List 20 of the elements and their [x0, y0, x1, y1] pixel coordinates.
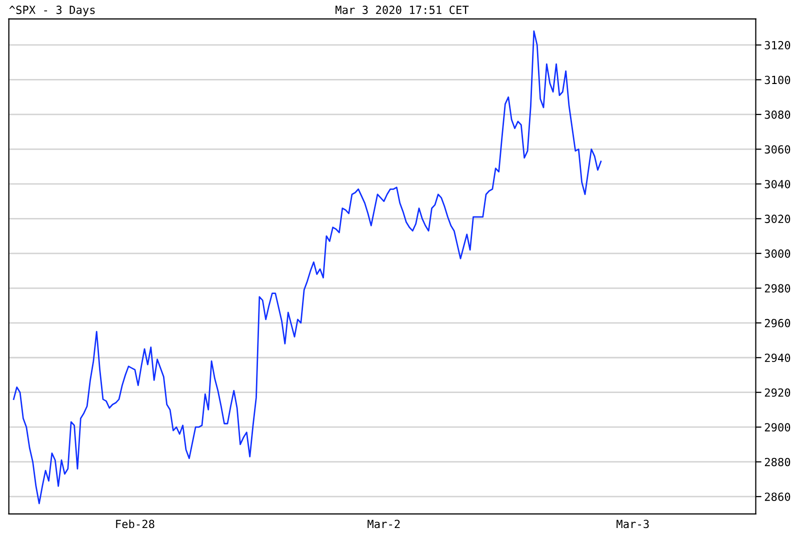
x-tick-label: Mar-3	[616, 520, 649, 528]
x-tick-label: Mar-2	[368, 520, 400, 528]
chart-subtitle: Mar 3 2020 17:51 CET	[336, 6, 469, 14]
y-tick-label: 2920	[764, 388, 790, 397]
y-tick-label: 3080	[764, 110, 790, 119]
y-tick-label: 2900	[764, 423, 790, 432]
x-tick-label: Feb-28	[116, 520, 154, 528]
chart-title: ^SPX - 3 Days	[9, 6, 95, 16]
y-tick-label: 2940	[764, 354, 790, 362]
y-tick-label: 3020	[764, 214, 790, 224]
line-series	[12, 30, 602, 504]
y-tick-label: 3060	[764, 145, 790, 154]
y-tick-label: 3100	[764, 76, 790, 84]
y-tick-label: 2960	[764, 318, 790, 328]
y-tick-label: 3000	[764, 249, 790, 258]
y-tick-label: 2980	[764, 284, 790, 293]
y-tick-label: 2880	[764, 458, 790, 466]
y-tick-label: 2860	[764, 492, 790, 501]
y-tick-label: 3040	[764, 180, 790, 188]
y-tick-label: 3120	[764, 40, 790, 50]
